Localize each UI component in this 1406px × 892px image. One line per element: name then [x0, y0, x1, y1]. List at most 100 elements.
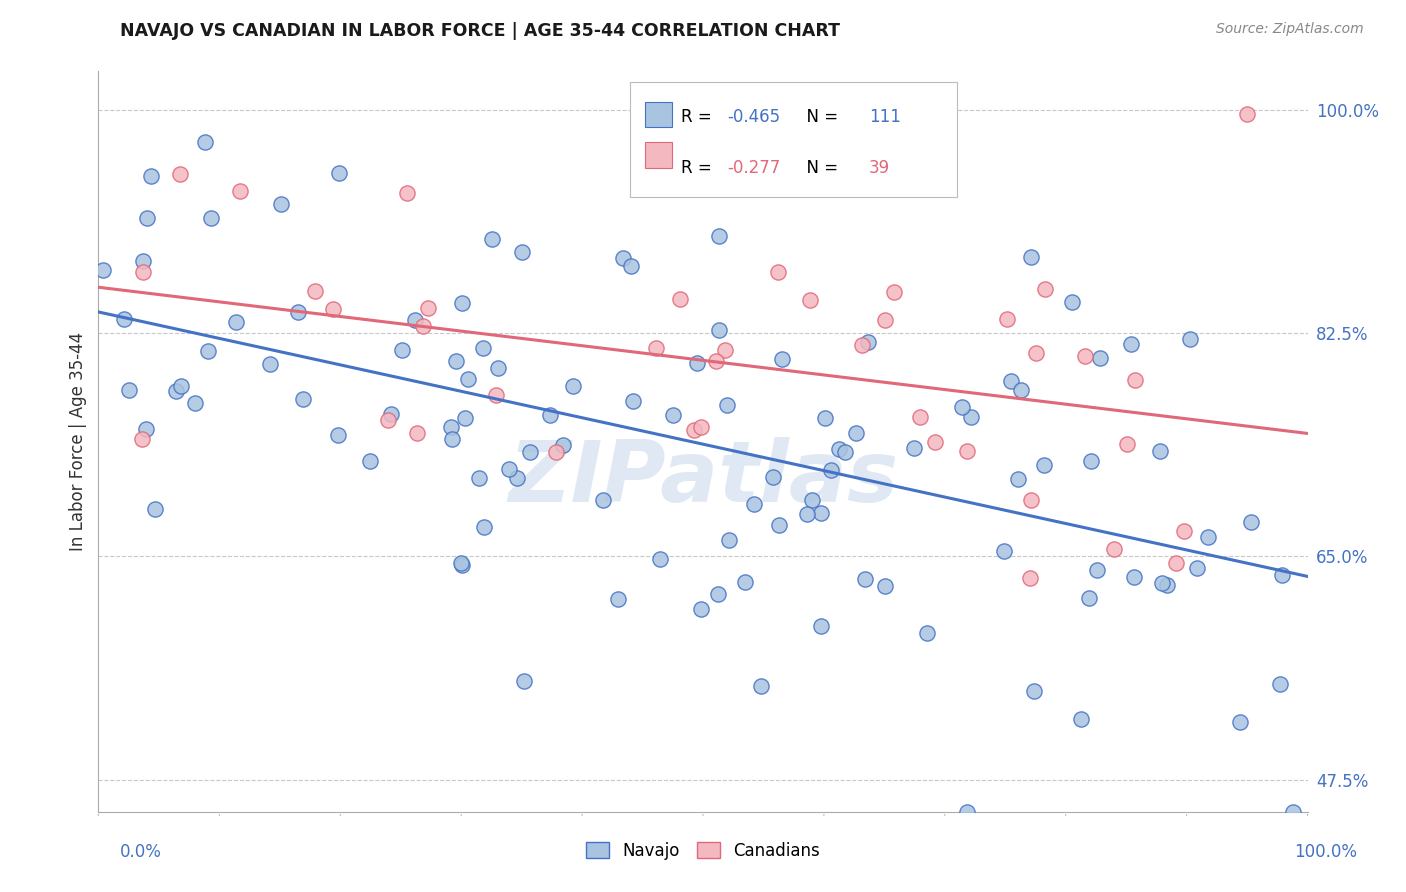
Point — [481, 232, 503, 246]
Point — [200, 211, 222, 225]
Point — [474, 520, 496, 534]
Point — [506, 471, 529, 485]
Text: Source: ZipAtlas.com: Source: ZipAtlas.com — [1216, 22, 1364, 37]
Point — [1281, 805, 1303, 819]
Point — [1025, 345, 1047, 359]
Point — [1178, 332, 1201, 346]
Point — [1010, 383, 1032, 397]
Point — [498, 462, 520, 476]
Point — [1271, 568, 1294, 582]
Point — [1102, 541, 1125, 556]
Point — [359, 454, 381, 468]
Point — [132, 253, 155, 268]
Point — [405, 312, 427, 326]
Point — [908, 409, 931, 424]
Point — [118, 383, 141, 397]
Point — [1123, 570, 1146, 584]
Point — [1085, 563, 1108, 577]
Bar — [645, 143, 672, 168]
Point — [1078, 591, 1101, 605]
Point — [669, 293, 692, 307]
Point — [391, 343, 413, 357]
Point — [956, 443, 979, 458]
Point — [454, 411, 477, 425]
Point — [620, 260, 643, 274]
Point — [606, 592, 628, 607]
Point — [1125, 373, 1147, 387]
Point — [143, 502, 166, 516]
Point — [519, 445, 541, 459]
Point — [612, 251, 634, 265]
Bar — [645, 102, 672, 127]
Point — [856, 335, 879, 350]
Point — [322, 302, 344, 317]
Point — [1149, 444, 1171, 458]
Point — [131, 433, 153, 447]
Point — [690, 601, 713, 615]
Point — [873, 579, 896, 593]
Point — [828, 442, 851, 456]
Point — [326, 428, 349, 442]
Point — [91, 263, 114, 277]
Point — [538, 408, 561, 422]
Text: R =: R = — [682, 159, 717, 177]
Point — [770, 352, 793, 367]
Point — [995, 312, 1018, 326]
Point — [1229, 714, 1251, 729]
Point — [1032, 458, 1054, 472]
Point — [709, 229, 731, 244]
Point — [686, 356, 709, 370]
Point — [1033, 282, 1056, 296]
Point — [875, 312, 897, 326]
Point — [648, 552, 671, 566]
Text: 111: 111 — [869, 108, 900, 126]
Point — [485, 388, 508, 402]
Point — [1197, 530, 1219, 544]
Point — [638, 148, 661, 162]
Text: NAVAJO VS CANADIAN IN LABOR FORCE | AGE 35-44 CORRELATION CHART: NAVAJO VS CANADIAN IN LABOR FORCE | AGE … — [120, 22, 839, 40]
Point — [416, 301, 439, 315]
Point — [810, 619, 832, 633]
Point — [734, 575, 756, 590]
Point — [197, 343, 219, 358]
Text: 39: 39 — [869, 159, 890, 177]
Point — [1173, 524, 1195, 538]
Point — [714, 343, 737, 357]
Point — [621, 393, 644, 408]
Point — [486, 361, 509, 376]
Point — [1119, 337, 1142, 351]
Point — [406, 426, 429, 441]
Point — [768, 518, 790, 533]
Point — [1166, 556, 1188, 570]
Point — [304, 284, 326, 298]
Legend: Navajo, Canadians: Navajo, Canadians — [579, 835, 827, 866]
Point — [820, 463, 842, 477]
Point — [834, 445, 856, 459]
Point — [1156, 578, 1178, 592]
Point — [762, 470, 785, 484]
Point — [451, 296, 474, 310]
Point — [468, 470, 491, 484]
Point — [592, 492, 614, 507]
Point — [270, 196, 292, 211]
Point — [380, 407, 402, 421]
Point — [1018, 571, 1040, 585]
Point — [1074, 349, 1097, 363]
Point — [139, 169, 162, 183]
Point — [799, 293, 821, 308]
Point — [814, 411, 837, 425]
Point — [135, 422, 157, 436]
Point — [291, 392, 314, 406]
Point — [1019, 492, 1042, 507]
Point — [801, 493, 824, 508]
Text: ZIPatlas: ZIPatlas — [508, 437, 898, 520]
Point — [915, 625, 938, 640]
Point — [412, 318, 434, 333]
Point — [1080, 454, 1102, 468]
Point — [259, 357, 281, 371]
Point — [165, 384, 187, 398]
Point — [377, 413, 399, 427]
Point — [457, 372, 479, 386]
Point — [662, 409, 685, 423]
Point — [744, 497, 766, 511]
